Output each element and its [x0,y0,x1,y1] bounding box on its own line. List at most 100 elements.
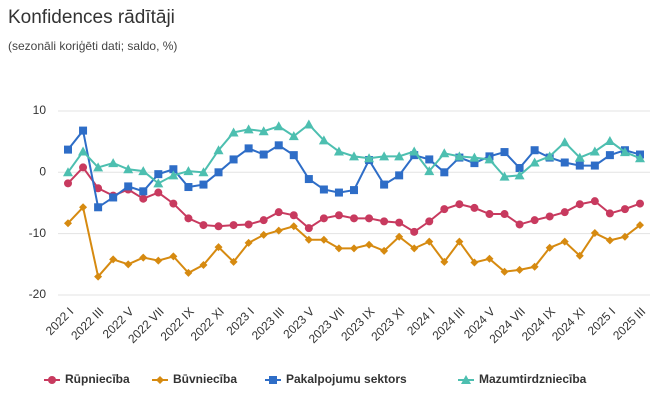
marker [500,148,509,157]
marker [244,238,253,247]
marker [470,159,479,168]
marker [183,166,194,176]
marker [574,152,585,162]
legend-label: Būvniecība [173,372,237,386]
marker [425,217,434,226]
marker [258,126,269,136]
marker [529,157,540,167]
marker [319,235,328,244]
marker [229,155,238,164]
marker [365,240,374,249]
marker [199,260,208,269]
legend-marker [269,376,277,384]
marker [244,144,253,153]
marker [334,244,343,253]
marker [380,180,389,189]
marker [243,124,254,134]
marker [604,136,615,146]
marker [605,236,614,245]
marker [138,166,149,176]
legend-label: Mazumtirdzniecība [479,372,587,386]
marker [318,135,329,145]
marker [109,255,118,264]
marker [559,137,570,147]
marker [199,180,208,189]
marker [379,151,390,161]
marker [78,146,89,156]
x-tick-label: 2023 III [249,304,287,342]
marker [244,220,253,229]
x-tick-label: 2025 III [610,304,648,342]
marker [274,141,283,150]
marker [365,214,374,223]
marker [289,211,298,220]
marker [470,258,479,267]
marker [410,244,419,253]
marker [425,155,434,164]
marker [590,197,599,206]
marker [214,222,223,231]
marker [153,178,164,188]
marker [590,161,599,170]
marker [304,175,313,184]
marker [228,127,239,137]
marker [395,171,404,180]
marker [334,211,343,220]
marker [545,212,554,221]
marker [455,237,464,246]
marker [515,164,524,173]
marker [303,119,314,129]
marker [154,170,163,179]
marker [469,152,480,162]
marker [289,222,298,231]
marker [199,221,208,230]
marker [575,161,584,170]
marker [304,235,313,244]
marker [154,256,163,265]
marker [79,126,88,135]
marker [169,165,178,174]
marker [515,265,524,274]
marker [530,216,539,225]
marker [124,260,133,269]
chart-title: Konfidences rādītāji [8,7,175,28]
marker [198,167,209,177]
marker [635,153,645,163]
marker [213,145,224,155]
marker [499,171,510,181]
marker [500,210,509,219]
x-tick-label: 2024 III [430,304,468,342]
marker [454,151,465,161]
marker [109,193,118,202]
marker [620,205,629,214]
marker [94,203,103,212]
x-tick-label: 2022 XI [188,304,227,343]
marker [364,153,375,163]
marker [605,151,614,160]
marker [380,217,389,226]
marker [108,158,119,168]
marker [259,150,268,159]
marker [333,146,344,156]
marker [274,226,283,235]
marker [589,146,600,156]
marker [139,253,148,262]
marker [530,146,539,155]
y-tick-label: 10 [33,103,47,117]
marker [184,214,193,223]
marker [636,221,644,230]
marker [139,187,148,196]
marker [79,203,88,212]
marker [139,194,148,203]
marker [485,210,494,219]
marker [409,146,420,156]
marker [425,237,434,246]
marker [619,147,630,157]
marker [94,184,103,193]
marker [154,188,163,197]
marker [288,131,299,141]
marker [636,199,644,208]
marker [169,252,178,261]
marker [319,214,328,223]
marker [274,208,283,217]
